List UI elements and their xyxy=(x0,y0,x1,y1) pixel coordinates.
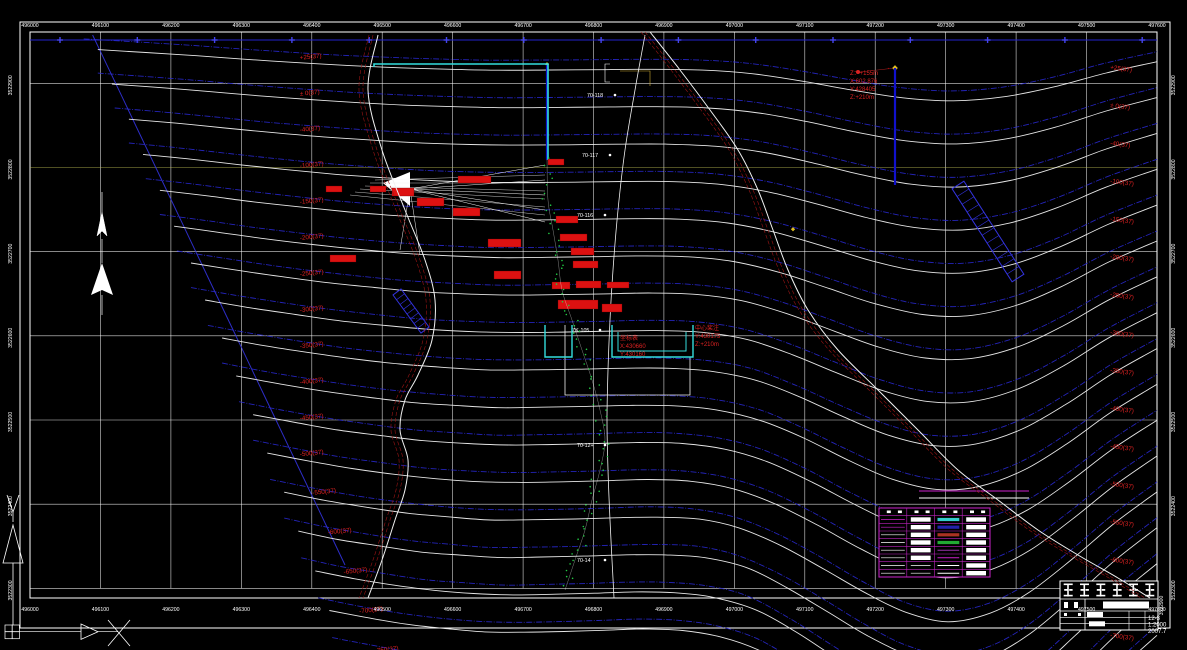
svg-text:496500: 496500 xyxy=(374,23,391,29)
svg-text:70-118: 70-118 xyxy=(587,93,603,99)
svg-text:497100: 497100 xyxy=(796,23,813,29)
svg-text:497000: 497000 xyxy=(726,607,743,613)
svg-text:3522800: 3522800 xyxy=(8,159,14,179)
svg-text:中心桨注: 中心桨注 xyxy=(695,324,719,332)
svg-text:496800: 496800 xyxy=(585,607,602,613)
svg-text:X:430660: X:430660 xyxy=(620,344,646,350)
svg-text:497200: 497200 xyxy=(867,23,884,29)
svg-text:497300: 497300 xyxy=(937,607,954,613)
svg-text:497400: 497400 xyxy=(1007,23,1024,29)
svg-text:3522600: 3522600 xyxy=(1171,328,1177,348)
svg-text:70-12+: 70-12+ xyxy=(577,443,594,449)
svg-text:70-117: 70-117 xyxy=(582,153,598,159)
svg-text:1:2000: 1:2000 xyxy=(1148,623,1167,629)
svg-text:497300: 497300 xyxy=(937,23,954,29)
svg-text:Z:+210m: Z:+210m xyxy=(695,342,719,348)
svg-text:3522700: 3522700 xyxy=(1171,243,1177,263)
svg-text:496000: 496000 xyxy=(21,607,38,613)
svg-text:70-116: 70-116 xyxy=(577,213,593,219)
svg-text:3522900: 3522900 xyxy=(1171,75,1177,95)
svg-text:496100: 496100 xyxy=(92,607,109,613)
svg-text:3522400: 3522400 xyxy=(8,496,14,516)
svg-text:Y:430175: Y:430175 xyxy=(695,334,721,340)
svg-text:Y:428405: Y:428405 xyxy=(850,87,876,93)
svg-text:3522500: 3522500 xyxy=(1171,412,1177,432)
svg-text:3522800: 3522800 xyxy=(1171,159,1177,179)
svg-text:497000: 497000 xyxy=(726,23,743,29)
svg-text:3522300: 3522300 xyxy=(8,580,14,600)
svg-text:3522300: 3522300 xyxy=(1171,580,1177,600)
svg-text:3522700: 3522700 xyxy=(8,243,14,263)
svg-text:3522600: 3522600 xyxy=(8,328,14,348)
svg-text:496700: 496700 xyxy=(514,23,531,29)
svg-text:497600: 497600 xyxy=(1148,23,1165,29)
svg-text:496400: 496400 xyxy=(303,607,320,613)
svg-text:497500: 497500 xyxy=(1078,607,1095,613)
svg-text:坐标表: 坐标表 xyxy=(620,334,638,342)
svg-text:496500: 496500 xyxy=(374,607,391,613)
svg-text:496000: 496000 xyxy=(21,23,38,29)
svg-text:496300: 496300 xyxy=(233,23,250,29)
svg-text:X:602.876: X:602.876 xyxy=(850,79,878,85)
svg-text:497100: 497100 xyxy=(796,607,813,613)
svg-text:496700: 496700 xyxy=(514,607,531,613)
svg-text:497500: 497500 xyxy=(1078,23,1095,29)
svg-text:496100: 496100 xyxy=(92,23,109,29)
svg-text:ZK-105: ZK-105 xyxy=(572,328,589,334)
svg-text:496800: 496800 xyxy=(585,23,602,29)
svg-text:3522900: 3522900 xyxy=(8,75,14,95)
svg-text:2007.7: 2007.7 xyxy=(1148,629,1167,635)
svg-text:70-14: 70-14 xyxy=(577,558,591,564)
svg-text:496300: 496300 xyxy=(233,607,250,613)
svg-text:496900: 496900 xyxy=(655,23,672,29)
svg-text:Z：+155m: Z：+155m xyxy=(850,71,878,77)
svg-text:496200: 496200 xyxy=(162,607,179,613)
svg-text:496400: 496400 xyxy=(303,23,320,29)
svg-text:497600: 497600 xyxy=(1148,607,1165,613)
svg-text:496600: 496600 xyxy=(444,23,461,29)
svg-text:496600: 496600 xyxy=(444,607,461,613)
svg-text:497400: 497400 xyxy=(1007,607,1024,613)
svg-text:3522400: 3522400 xyxy=(1171,496,1177,516)
svg-text:496200: 496200 xyxy=(162,23,179,29)
svg-text:496900: 496900 xyxy=(655,607,672,613)
svg-text:497200: 497200 xyxy=(867,607,884,613)
svg-text:12-3: 12-3 xyxy=(1148,616,1161,622)
svg-text:3522500: 3522500 xyxy=(8,412,14,432)
svg-text:Z:+210m: Z:+210m xyxy=(850,95,874,101)
